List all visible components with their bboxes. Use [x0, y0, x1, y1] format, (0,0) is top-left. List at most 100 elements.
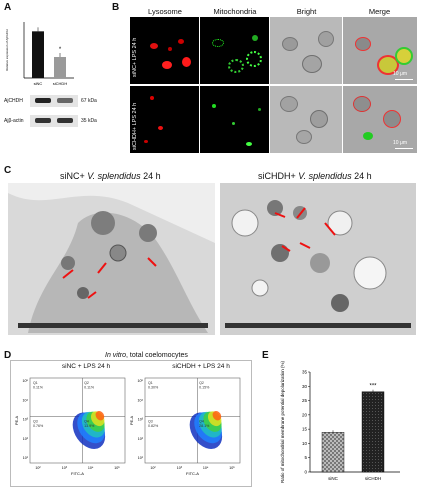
y-tick-label: 10⁵: [23, 379, 29, 383]
em-title-sichdh: siCHDH+ V. splendidus 24 h: [258, 171, 372, 181]
panel-label-a: A: [4, 2, 12, 13]
x-tick-label: 10⁴: [203, 466, 209, 470]
lysosome-signal: [144, 140, 148, 143]
scale-bar: [395, 148, 413, 149]
bar: [32, 31, 44, 78]
mitochondria-image-sichdh: [200, 86, 269, 153]
y-tick-label: 0: [304, 470, 307, 475]
cell-body: [310, 110, 328, 128]
mitochondria-signal: [232, 122, 235, 125]
y-tick-label: 10: [302, 441, 308, 446]
merged-cell: [355, 37, 371, 51]
x-tick-label: 10⁵: [229, 466, 235, 470]
merge-image-sichdh: 10 μm: [343, 86, 417, 153]
blot-strip-actin: [30, 115, 78, 127]
x-tick-label: 10²: [150, 466, 156, 470]
flow-plot-title-sichdh: siCHDH + LPS 24 h: [172, 363, 230, 370]
y-tick-label: 10²: [23, 437, 29, 441]
quadrant-percentage: 13.9%: [84, 424, 95, 428]
y-tick-label: 25: [302, 398, 308, 403]
blot-label-chdh: AjCHDH: [4, 98, 23, 104]
merged-cell: [353, 96, 371, 112]
panel-label-e: E: [262, 350, 269, 361]
y-axis-label: Ratio of mitochondrial membrane potentia…: [280, 360, 285, 483]
y-tick-label: 10³: [23, 418, 29, 422]
scale-label: 10 μm: [393, 71, 407, 77]
column-title-lysosome: Lysosome: [148, 7, 182, 16]
mitochondria-signal: [252, 35, 258, 41]
merged-cell: [395, 47, 413, 65]
flow-frame: siNC + LPS 24 h siCHDH + LPS 24 h: [10, 360, 252, 487]
mitochondria-signal: [246, 142, 252, 146]
western-blot: AjCHDH 67 kDa Ajβ-actin 35 kDa: [4, 95, 104, 133]
lysosome-signal: [182, 57, 191, 67]
panel-e-bar-chart: 0 5 10 15 20 25 30 35 Ratio of mitochondrial mem…: [280, 360, 400, 483]
cell-body: [282, 37, 298, 51]
x-tick-label: siNC: [34, 81, 43, 86]
cell-body: [318, 31, 334, 47]
y-tick-label: 5: [304, 455, 307, 460]
x-tick-label: 10⁵: [114, 466, 120, 470]
em-image-sinc: [8, 183, 215, 335]
y-tick-label: 10¹: [138, 456, 144, 460]
quadrant-name: Q4: [84, 419, 89, 423]
quadrant-name: Q1: [33, 381, 38, 385]
lysosome-signal: [158, 126, 163, 130]
quadrant-name: Q1: [148, 381, 153, 385]
density-contour: [212, 411, 222, 421]
density-contour: [95, 411, 105, 421]
lysosome-image-sichdh: siCHDH+ LPS 24 h: [130, 86, 199, 153]
mitochondria-signal: [246, 51, 262, 67]
y-tick-label: 20: [302, 412, 308, 417]
cell-body: [296, 130, 312, 144]
x-axis-label: FITC-A: [71, 471, 84, 476]
panel-label-c: C: [4, 165, 12, 176]
lysosome-signal: [150, 96, 154, 100]
blot-band: [35, 98, 51, 103]
blot-band: [35, 118, 51, 123]
x-tick-label: siNC: [328, 476, 338, 481]
significance-mark: ***: [369, 384, 377, 390]
scale-bar: [395, 79, 413, 80]
merge-image-sinc: 10 μm: [343, 17, 417, 84]
blot-label-actin: Ajβ-actin: [4, 118, 24, 124]
x-tick-label: 10⁴: [88, 466, 94, 470]
mitochondria-signal: [258, 108, 261, 111]
lysosome-image-sinc: siNC+ LPS 24 h: [130, 17, 199, 84]
blot-size-actin: 35 kDa: [81, 118, 97, 124]
quadrant-name: Q2: [84, 381, 89, 385]
cell-body: [302, 55, 322, 73]
quadrant-name: Q4: [199, 419, 204, 423]
merged-cell: [383, 110, 401, 128]
quadrant-name: Q2: [199, 381, 204, 385]
lysosome-signal: [168, 47, 172, 51]
row-label-sichdh: siCHDH+ LPS 24 h: [132, 102, 138, 150]
blot-size-chdh: 67 kDa: [81, 98, 97, 104]
y-axis-label: PE-A: [129, 416, 134, 426]
column-title-bright: Bright: [296, 7, 317, 16]
blot-band: [57, 118, 73, 123]
x-tick-label: 10²: [35, 466, 41, 470]
quadrant-percentage: 0.82%: [148, 424, 159, 428]
lysosome-signal: [150, 43, 158, 49]
panel-label-d: D: [4, 350, 12, 361]
y-tick-label: 35: [302, 370, 308, 375]
scale-label: 10 μm: [393, 140, 407, 146]
mitochondria-signal: [228, 59, 244, 73]
x-tick-label: 10³: [62, 466, 68, 470]
bar: [54, 57, 66, 78]
merged-cell: [377, 55, 399, 75]
quadrant-percentage: 28.1%: [199, 424, 210, 428]
y-tick-label: 10⁴: [22, 398, 28, 402]
x-axis-label: FITC-A: [186, 471, 199, 476]
bar: [321, 432, 345, 473]
lysosome-signal: [162, 61, 172, 69]
x-tick-label: 10³: [177, 466, 183, 470]
flow-title: In vitro, total coelomocytes: [105, 352, 188, 359]
y-tick-label: 10⁴: [137, 398, 143, 402]
row-label-sinc: siNC+ LPS 24 h: [132, 37, 138, 77]
y-axis-label: PE-A: [14, 416, 19, 426]
quadrant-percentage: 0.30%: [148, 386, 159, 390]
column-title-merge: Merge: [368, 7, 391, 16]
